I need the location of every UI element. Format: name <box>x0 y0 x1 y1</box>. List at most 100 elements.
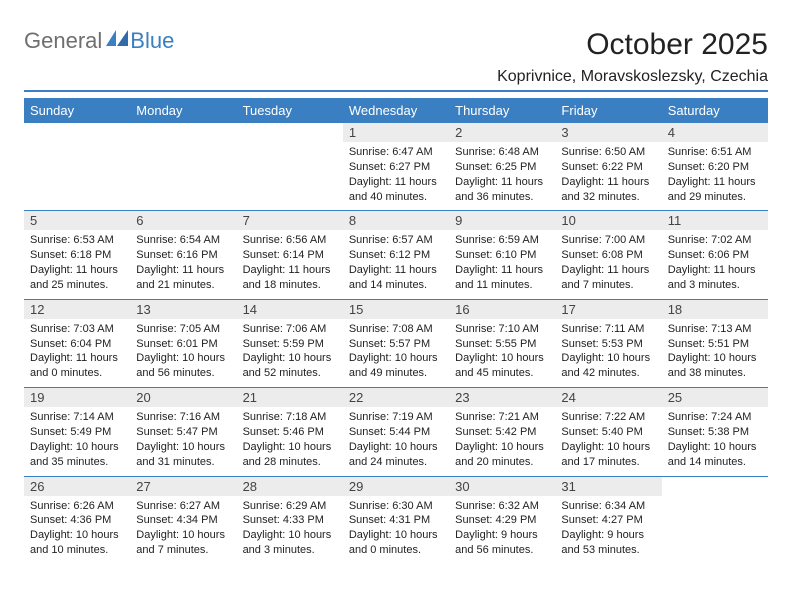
sunrise-text: Sunrise: 7:06 AM <box>243 322 337 337</box>
sunset-text: Sunset: 5:59 PM <box>243 337 337 352</box>
day-info: Sunrise: 6:47 AMSunset: 6:27 PMDaylight:… <box>349 145 443 204</box>
daylight-text: Daylight: 10 hours and 7 minutes. <box>136 528 230 558</box>
day-number: 25 <box>662 388 768 407</box>
day-info: Sunrise: 7:14 AMSunset: 5:49 PMDaylight:… <box>30 410 124 469</box>
sunrise-text: Sunrise: 7:10 AM <box>455 322 549 337</box>
sunrise-text: Sunrise: 7:00 AM <box>561 233 655 248</box>
day-info: Sunrise: 6:26 AMSunset: 4:36 PMDaylight:… <box>30 499 124 558</box>
calendar-cell: 30Sunrise: 6:32 AMSunset: 4:29 PMDayligh… <box>449 477 555 564</box>
calendar-cell: 5Sunrise: 6:53 AMSunset: 6:18 PMDaylight… <box>24 211 130 298</box>
sunset-text: Sunset: 5:53 PM <box>561 337 655 352</box>
sunset-text: Sunset: 5:40 PM <box>561 425 655 440</box>
day-number: 17 <box>555 300 661 319</box>
calendar-week: 12Sunrise: 7:03 AMSunset: 6:04 PMDayligh… <box>24 299 768 387</box>
sunrise-text: Sunrise: 6:51 AM <box>668 145 762 160</box>
calendar-cell <box>130 123 236 210</box>
calendar-cell: 13Sunrise: 7:05 AMSunset: 6:01 PMDayligh… <box>130 300 236 387</box>
day-number: 6 <box>130 211 236 230</box>
daylight-text: Daylight: 10 hours and 45 minutes. <box>455 351 549 381</box>
sunrise-text: Sunrise: 7:11 AM <box>561 322 655 337</box>
daylight-text: Daylight: 9 hours and 53 minutes. <box>561 528 655 558</box>
calendar-cell <box>24 123 130 210</box>
sunset-text: Sunset: 4:34 PM <box>136 513 230 528</box>
calendar-body: 1 Sunrise: 6:47 AMSunset: 6:27 PMDaylight… <box>24 123 768 564</box>
sunrise-text: Sunrise: 6:29 AM <box>243 499 337 514</box>
calendar-cell: 21Sunrise: 7:18 AMSunset: 5:46 PMDayligh… <box>237 388 343 475</box>
day-info: Sunrise: 7:00 AMSunset: 6:08 PMDaylight:… <box>561 233 655 292</box>
day-number: 14 <box>237 300 343 319</box>
day-info: Sunrise: 7:18 AMSunset: 5:46 PMDaylight:… <box>243 410 337 469</box>
weekday-tuesday: Tuesday <box>237 98 343 123</box>
calendar-page: General Blue October 2025 Koprivnice, Mo… <box>0 0 792 574</box>
sunset-text: Sunset: 6:22 PM <box>561 160 655 175</box>
sunset-text: Sunset: 5:47 PM <box>136 425 230 440</box>
day-info: Sunrise: 6:54 AMSunset: 6:16 PMDaylight:… <box>136 233 230 292</box>
day-info: Sunrise: 6:32 AMSunset: 4:29 PMDaylight:… <box>455 499 549 558</box>
day-number: 7 <box>237 211 343 230</box>
day-number: 27 <box>130 477 236 496</box>
sunset-text: Sunset: 5:49 PM <box>30 425 124 440</box>
day-number: 24 <box>555 388 661 407</box>
daylight-text: Daylight: 11 hours and 29 minutes. <box>668 175 762 205</box>
day-info: Sunrise: 6:50 AMSunset: 6:22 PMDaylight:… <box>561 145 655 204</box>
calendar-cell: 22 Sunrise: 7:19 AMSunset: 5:44 PMDayligh… <box>343 388 449 475</box>
calendar-cell: 20Sunrise: 7:16 AMSunset: 5:47 PMDayligh… <box>130 388 236 475</box>
page-title: October 2025 <box>586 28 768 62</box>
sunset-text: Sunset: 5:44 PM <box>349 425 443 440</box>
weekday-monday: Monday <box>130 98 236 123</box>
brand-part2: Blue <box>130 28 174 54</box>
day-number: 26 <box>24 477 130 496</box>
day-number: 22 <box>343 388 449 407</box>
daylight-text: Daylight: 11 hours and 40 minutes. <box>349 175 443 205</box>
day-number: 1 <box>343 123 449 142</box>
daylight-text: Daylight: 11 hours and 14 minutes. <box>349 263 443 293</box>
weekday-saturday: Saturday <box>662 98 768 123</box>
sunrise-text: Sunrise: 7:24 AM <box>668 410 762 425</box>
header: General Blue October 2025 <box>24 28 768 62</box>
daylight-text: Daylight: 10 hours and 49 minutes. <box>349 351 443 381</box>
calendar-week: 19Sunrise: 7:14 AMSunset: 5:49 PMDayligh… <box>24 387 768 475</box>
day-info: Sunrise: 7:21 AMSunset: 5:42 PMDaylight:… <box>455 410 549 469</box>
sunrise-text: Sunrise: 7:03 AM <box>30 322 124 337</box>
sunrise-text: Sunrise: 6:30 AM <box>349 499 443 514</box>
daylight-text: Daylight: 10 hours and 38 minutes. <box>668 351 762 381</box>
calendar-cell: 24Sunrise: 7:22 AMSunset: 5:40 PMDayligh… <box>555 388 661 475</box>
daylight-text: Daylight: 10 hours and 20 minutes. <box>455 440 549 470</box>
daylight-text: Daylight: 9 hours and 56 minutes. <box>455 528 549 558</box>
sunrise-text: Sunrise: 6:53 AM <box>30 233 124 248</box>
day-info: Sunrise: 6:53 AMSunset: 6:18 PMDaylight:… <box>30 233 124 292</box>
logo-sail-icon <box>106 30 128 46</box>
sunset-text: Sunset: 6:08 PM <box>561 248 655 263</box>
day-info: Sunrise: 6:29 AMSunset: 4:33 PMDaylight:… <box>243 499 337 558</box>
calendar-cell <box>237 123 343 210</box>
day-info: Sunrise: 6:34 AMSunset: 4:27 PMDaylight:… <box>561 499 655 558</box>
day-number: 13 <box>130 300 236 319</box>
day-number: 18 <box>662 300 768 319</box>
calendar-cell: 3Sunrise: 6:50 AMSunset: 6:22 PMDaylight… <box>555 123 661 210</box>
sunset-text: Sunset: 6:16 PM <box>136 248 230 263</box>
day-info: Sunrise: 7:24 AMSunset: 5:38 PMDaylight:… <box>668 410 762 469</box>
daylight-text: Daylight: 10 hours and 0 minutes. <box>349 528 443 558</box>
day-info: Sunrise: 7:08 AMSunset: 5:57 PMDaylight:… <box>349 322 443 381</box>
day-info: Sunrise: 6:57 AMSunset: 6:12 PMDaylight:… <box>349 233 443 292</box>
sunrise-text: Sunrise: 7:22 AM <box>561 410 655 425</box>
sunset-text: Sunset: 4:29 PM <box>455 513 549 528</box>
calendar-cell: 26 Sunrise: 6:26 AMSunset: 4:36 PMDayligh… <box>24 477 130 564</box>
daylight-text: Daylight: 11 hours and 18 minutes. <box>243 263 337 293</box>
calendar-cell: 27Sunrise: 6:27 AMSunset: 4:34 PMDayligh… <box>130 477 236 564</box>
day-info: Sunrise: 6:30 AMSunset: 4:31 PMDaylight:… <box>349 499 443 558</box>
calendar-cell: 7Sunrise: 6:56 AMSunset: 6:14 PMDaylight… <box>237 211 343 298</box>
calendar-cell: 14Sunrise: 7:06 AMSunset: 5:59 PMDayligh… <box>237 300 343 387</box>
day-number: 2 <box>449 123 555 142</box>
day-info: Sunrise: 7:19 AMSunset: 5:44 PMDaylight:… <box>349 410 443 469</box>
calendar-week: 26 Sunrise: 6:26 AMSunset: 4:36 PMDayligh… <box>24 476 768 564</box>
sunrise-text: Sunrise: 6:48 AM <box>455 145 549 160</box>
sunset-text: Sunset: 6:01 PM <box>136 337 230 352</box>
sunrise-text: Sunrise: 7:13 AM <box>668 322 762 337</box>
calendar-cell: 9Sunrise: 6:59 AMSunset: 6:10 PMDaylight… <box>449 211 555 298</box>
calendar-cell: 2Sunrise: 6:48 AMSunset: 6:25 PMDaylight… <box>449 123 555 210</box>
brand-part1: General <box>24 28 102 54</box>
weekday-sunday: Sunday <box>24 98 130 123</box>
sunset-text: Sunset: 4:36 PM <box>30 513 124 528</box>
sunrise-text: Sunrise: 7:16 AM <box>136 410 230 425</box>
